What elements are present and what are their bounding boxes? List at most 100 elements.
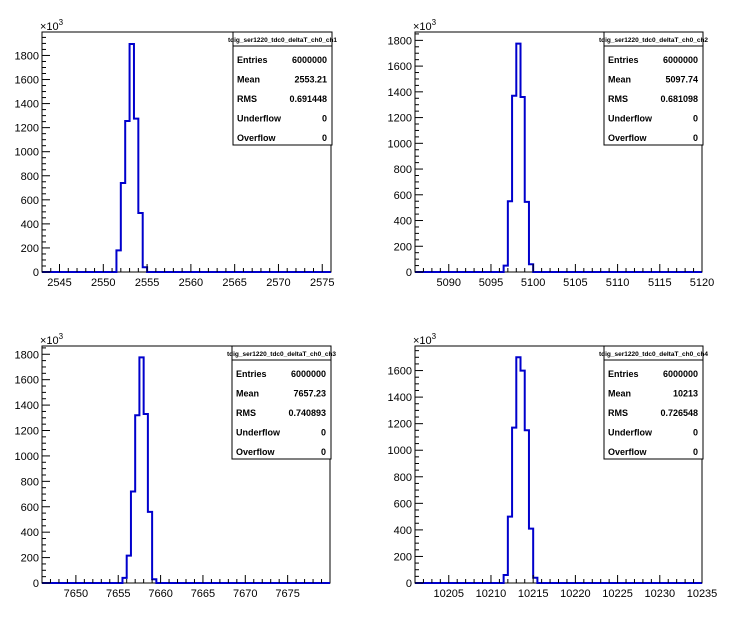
stats-value: 0 [693,428,698,438]
y-tick-label: 1600 [388,61,412,73]
y-axis-multiplier-exponent: 3 [59,18,64,27]
y-tick-label: 0 [33,578,39,590]
stats-label: Mean [237,75,260,85]
x-tick-label: 10230 [644,588,675,600]
x-tick-label: 5090 [437,277,461,289]
x-tick-label: 10205 [433,588,464,600]
stats-value: 5097.74 [665,75,698,85]
y-tick-label: 1200 [388,419,412,431]
stats-label: Overflow [608,133,648,143]
y-tick-label: 400 [394,216,412,228]
y-tick-label: 400 [21,219,39,231]
stats-label: Overflow [608,447,648,457]
stats-label: Underflow [608,114,653,124]
stats-label: Underflow [608,428,653,438]
histogram-line [42,43,331,273]
x-tick-label: 10235 [687,588,718,600]
x-tick-label: 7655 [106,588,130,600]
y-tick-label: 600 [21,195,39,207]
y-tick-label: 0 [406,267,412,279]
stats-box [232,31,333,146]
stats-value: 0 [321,428,326,438]
stats-value: 7657.23 [293,389,326,399]
y-tick-label: 1600 [15,75,39,87]
stats-label: Mean [608,75,631,85]
stats-value: 0.681098 [660,94,698,104]
x-tick-label: 10220 [560,588,591,600]
x-tick-label: 5110 [606,277,630,289]
x-tick-label: 5115 [648,277,672,289]
x-tick-label: 2570 [266,277,290,289]
stats-label: Entries [236,369,267,379]
y-tick-label: 1400 [388,392,412,404]
stats-label: Mean [236,389,259,399]
stats-value: 0.691448 [289,94,327,104]
y-tick-label: 1600 [388,366,412,378]
y-tick-label: 1600 [15,375,39,387]
stats-label: Entries [608,369,639,379]
y-axis-multiplier-exponent: 3 [432,18,437,27]
x-tick-label: 5095 [479,277,503,289]
y-tick-label: 1400 [15,99,39,111]
stats-label: Entries [237,55,268,65]
y-axis-multiplier: ×103 [413,18,437,33]
x-tick-label: 5120 [690,277,714,289]
y-tick-label: 1000 [388,138,412,150]
stats-label: Entries [608,55,639,65]
stats-value: 6000000 [291,369,326,379]
y-tick-label: 400 [21,527,39,539]
y-tick-label: 200 [21,553,39,565]
histogram-panel-ch3: 7650 7655 7660 7665 7670 7675 0 200 400 600 800 100… [15,332,337,600]
y-tick-label: 0 [406,578,412,590]
x-tick-label: 7665 [191,588,215,600]
stats-label: RMS [237,94,257,104]
stats-box [603,345,704,460]
y-tick-label: 1800 [15,349,39,361]
y-tick-label: 400 [394,525,412,537]
stats-value: 0 [693,133,698,143]
histogram-title: tdig_ser1220_tdc0_deltaT_ch0_ch4 [599,351,708,358]
stats-label: Underflow [236,428,281,438]
histogram-panel-ch2: 5090 5095 5100 5105 5110 5115 5120 0 200 400 600 80… [388,18,715,289]
x-tick-label: 10210 [476,588,507,600]
stats-box [603,31,704,146]
stats-box [231,345,332,460]
y-tick-label: 600 [394,498,412,510]
y-axis-multiplier: ×103 [40,18,64,33]
y-tick-label: 1800 [388,35,412,47]
histogram-title: tdig_ser1220_tdc0_deltaT_ch0_ch1 [228,37,337,44]
y-tick-label: 1200 [15,426,39,438]
stats-value: 0 [322,114,327,124]
stats-value: 10213 [673,389,698,399]
x-tick-label: 2565 [222,277,246,289]
y-tick-label: 1000 [388,445,412,457]
y-tick-label: 0 [33,267,39,279]
stats-value: 0.726548 [660,408,698,418]
y-tick-label: 1200 [15,123,39,135]
stats-value: 6000000 [663,55,698,65]
y-tick-label: 800 [21,476,39,488]
y-tick-label: 200 [21,243,39,255]
x-tick-label: 7675 [275,588,299,600]
y-tick-label: 1800 [15,50,39,62]
x-tick-label: 7660 [148,588,172,600]
x-tick-label: 5105 [563,277,587,289]
histogram-line [415,42,702,273]
histogram-line [415,356,702,584]
y-tick-label: 1400 [388,87,412,99]
stats-value: 2553.21 [294,75,327,85]
x-tick-label: 7670 [233,588,257,600]
y-tick-label: 800 [394,472,412,484]
stats-label: Overflow [237,133,277,143]
y-tick-label: 1000 [15,147,39,159]
stats-value: 0 [321,447,326,457]
stats-value: 0 [322,133,327,143]
stats-value: 6000000 [663,369,698,379]
stats-value: 0 [693,114,698,124]
x-tick-label: 7650 [64,588,88,600]
stats-value: 0.740893 [288,408,326,418]
stats-value: 6000000 [292,55,327,65]
histogram-panel-ch1: 2545 2550 2555 2560 2565 2570 2575 0 200 400 600 80… [15,18,338,289]
y-tick-label: 600 [394,190,412,202]
